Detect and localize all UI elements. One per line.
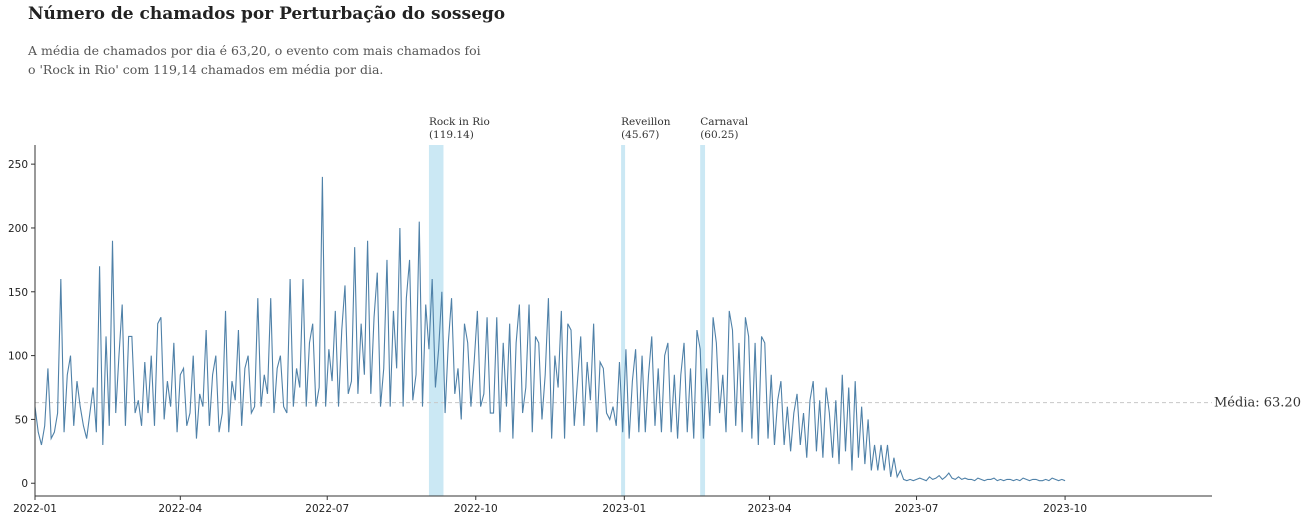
event-label-0: Rock in Rio [429,116,490,128]
event-band-0 [428,145,444,496]
x-tick-label-0: 2022-01 [13,503,57,515]
event-annotations: Rock in Rio(119.14) Reveillon(45.67) Carna… [429,116,749,141]
event-value-2: (60.25) [700,129,738,141]
series-line [34,176,1066,482]
x-tick-label-4: 2023-01 [602,503,646,515]
y-tick-label-1: 50 [15,414,28,426]
x-tick-label-3: 2022-10 [454,503,498,515]
event-band-1 [621,145,626,496]
subtitle-line-1: A média de chamados por dia é 63,20, o e… [28,43,481,58]
x-tick-label-6: 2023-07 [895,503,939,515]
axes: 0 50 100 150 200 250 2022-01 2022-04 2022-07 2022… [8,145,1212,515]
chart-subtitle: A média de chamados por dia é 63,20, o e… [28,41,548,79]
event-value-0: (119.14) [429,129,474,141]
chart-title: Número de chamados por Perturbação do so… [28,4,506,24]
event-label-2: Carnaval [700,116,749,128]
subtitle-line-2: o 'Rock in Rio' com 119,14 chamados em m… [28,62,384,77]
y-tick-label-4: 200 [8,223,28,235]
x-tick-label-7: 2023-10 [1043,503,1087,515]
mean-label: Média: 63.20 [1214,396,1301,411]
y-tick-label-2: 100 [8,351,28,363]
y-tick-label-0: 0 [21,478,28,490]
y-tick-label-5: 250 [8,159,28,171]
x-tick-label-2: 2022-07 [305,503,349,515]
event-bands [428,145,706,496]
event-band-2 [700,145,706,496]
event-label-1: Reveillon [621,116,671,128]
y-tick-label-3: 150 [8,287,28,299]
x-tick-label-1: 2022-04 [158,503,202,515]
x-tick-label-5: 2023-04 [748,503,792,515]
event-value-1: (45.67) [621,129,659,141]
